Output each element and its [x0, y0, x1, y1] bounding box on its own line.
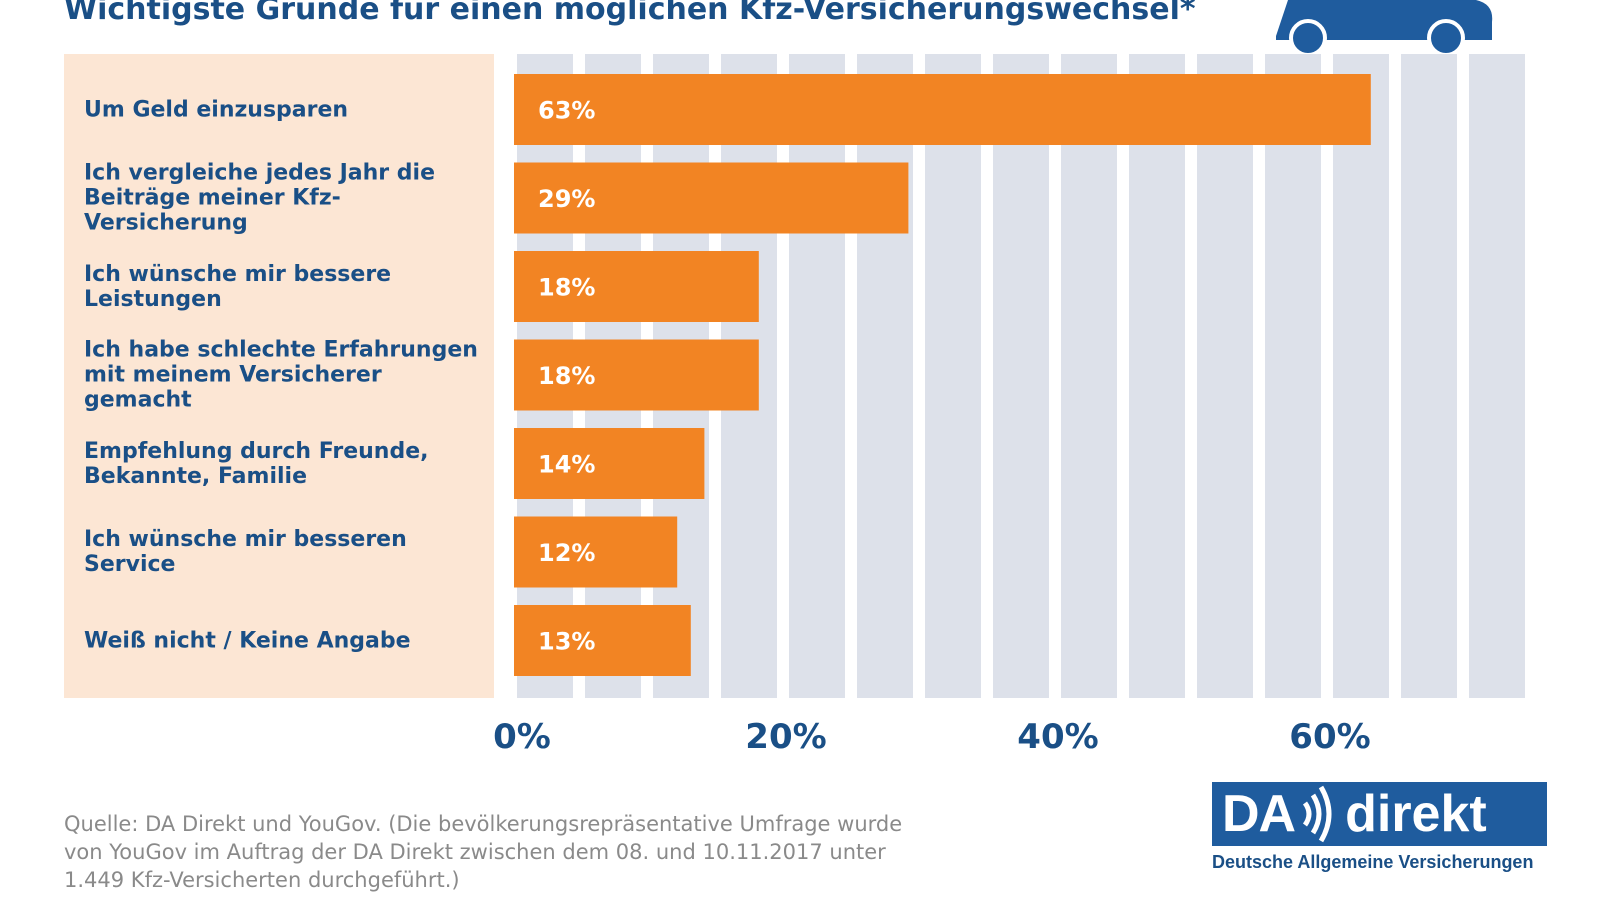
source-line: Quelle: DA Direkt und YouGov. (Die bevöl… [64, 812, 903, 836]
bar [514, 251, 759, 322]
car-icon [1276, 0, 1493, 57]
x-tick-label: 40% [1017, 717, 1098, 757]
bar-value-label: 14% [538, 451, 595, 479]
grid-stripe [1469, 54, 1525, 698]
source-note: Quelle: DA Direkt und YouGov. (Die bevöl… [64, 810, 964, 894]
category-label: Weiß nicht / Keine Angabe [84, 628, 411, 653]
grid-stripe [1197, 54, 1253, 698]
grid-stripe [1265, 54, 1321, 698]
bar-chart: 63% 29% 18% 18% 14% 12% 13% 0% 20% 40% 60% [493, 54, 1525, 757]
bar-value-label: 29% [538, 185, 595, 213]
category-label: Ich habe schlechte Erfahrungen mit meine… [84, 337, 478, 413]
grid-stripe [857, 54, 913, 698]
bar-value-label: 63% [538, 97, 595, 125]
bar-value-label: 12% [538, 539, 595, 567]
x-tick-label: 0% [493, 717, 551, 757]
source-line: von YouGov im Auftrag der DA Direkt zwis… [64, 840, 886, 864]
grid-stripe [1061, 54, 1117, 698]
category-label: Ich vergleiche jedes Jahr die Beiträge m… [84, 160, 435, 236]
logo-part-direkt: direkt [1345, 785, 1487, 843]
category-label-panel: Um Geld einzusparen Ich vergleiche jedes … [64, 54, 494, 698]
grid-stripe [993, 54, 1049, 698]
grid-stripe [925, 54, 981, 698]
bar-value-label: 13% [538, 628, 595, 656]
logo-subtitle: Deutsche Allgemeine Versicherungen [1212, 852, 1534, 872]
grid-stripe [1401, 54, 1457, 698]
bar [514, 162, 909, 234]
chart-title: Wichtigste Gründe für einen möglichen Kf… [64, 0, 1196, 27]
category-label: Um Geld einzusparen [84, 97, 349, 122]
logo-wordmark: DA direkt [1212, 782, 1547, 846]
category-label: Ich wünsche mir besseren Service [84, 527, 407, 577]
bar [514, 605, 691, 676]
bar-value-label: 18% [538, 362, 595, 390]
bar [514, 339, 759, 411]
grid-stripe [789, 54, 845, 698]
bar [514, 516, 678, 588]
grid-stripe [1129, 54, 1185, 698]
category-label: Empfehlung durch Freunde, Bekannte, Fami… [84, 438, 429, 489]
x-tick-label: 60% [1289, 717, 1370, 757]
category-label: Ich wünsche mir bessere Leistungen [84, 261, 392, 312]
bar-value-label: 18% [538, 274, 595, 302]
logo-part-da: DA [1222, 785, 1296, 843]
bar [514, 74, 1371, 145]
bar [514, 428, 705, 499]
grid-stripe [1333, 54, 1389, 698]
signal-waves-icon [1303, 785, 1332, 843]
da-direkt-logo: DA direkt Deutsche Allgemeine Versicheru… [1212, 782, 1547, 873]
source-line: 1.449 Kfz-Versicherten durchgeführt.) [64, 868, 460, 892]
x-tick-label: 20% [745, 717, 826, 757]
